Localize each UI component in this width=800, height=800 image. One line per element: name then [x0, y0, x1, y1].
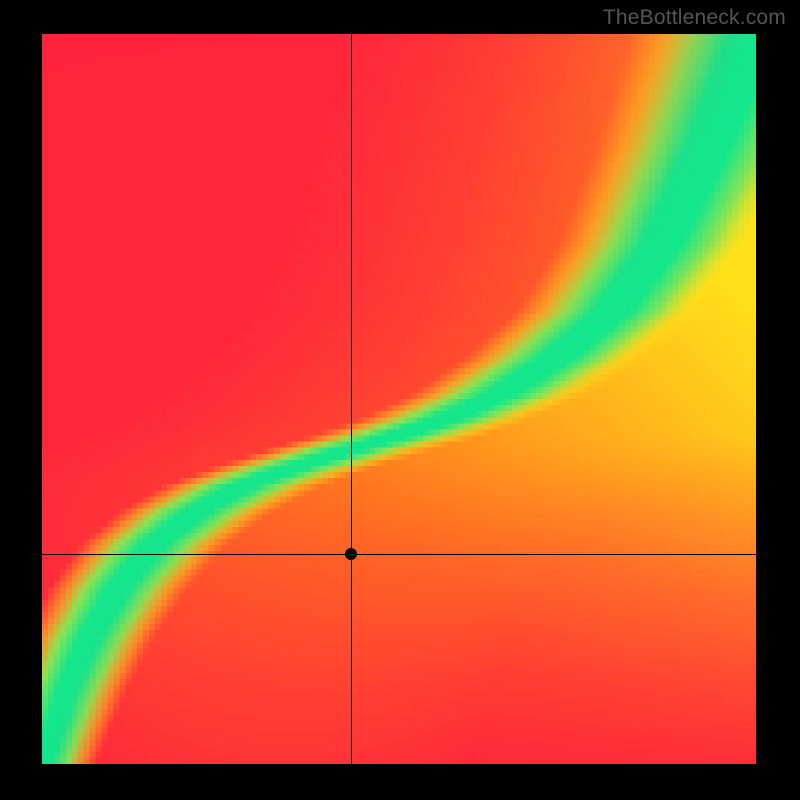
heatmap-plot [42, 34, 756, 764]
heatmap-canvas [42, 34, 756, 764]
crosshair-vertical [351, 34, 352, 764]
crosshair-horizontal [42, 554, 756, 555]
crosshair-marker [345, 548, 357, 560]
root-container: TheBottleneck.com [0, 0, 800, 800]
watermark-text: TheBottleneck.com [603, 6, 786, 30]
